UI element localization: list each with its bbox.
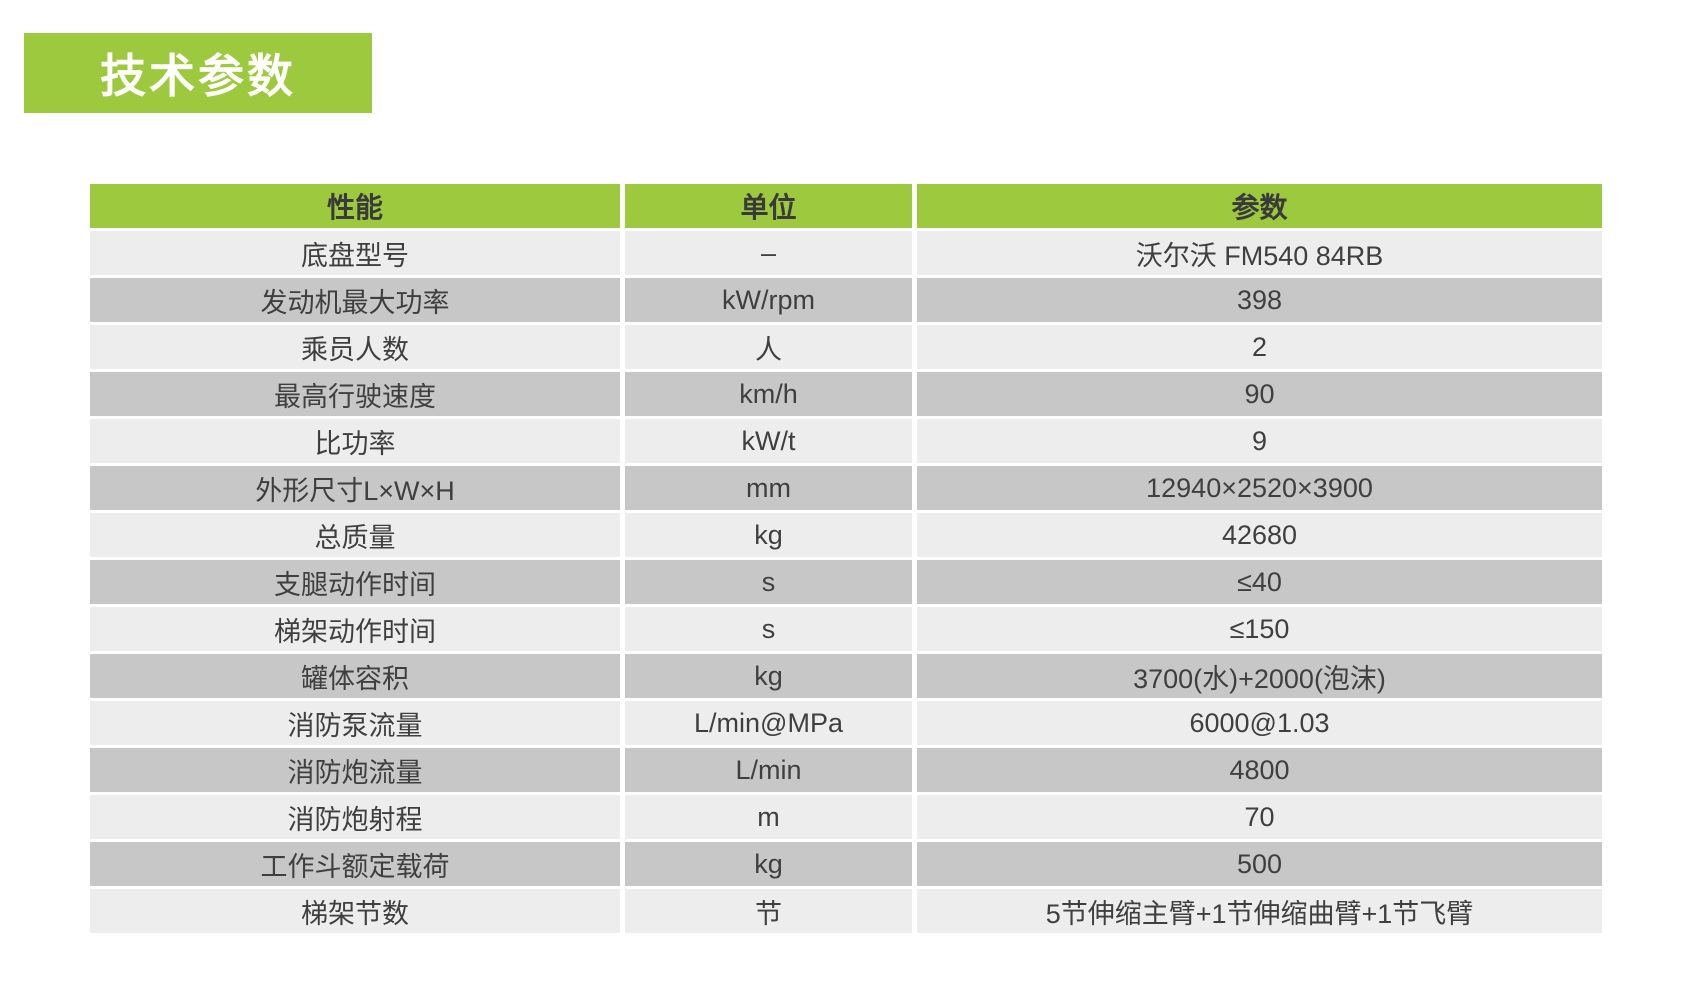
spec-name: 梯架节数	[90, 889, 620, 933]
spec-name: 底盘型号	[90, 231, 620, 275]
table-row: 最高行驶速度 km/h 90	[90, 372, 1602, 416]
spec-name: 消防泵流量	[90, 701, 620, 745]
spec-unit: kW/rpm	[625, 278, 912, 322]
spec-name: 消防炮射程	[90, 795, 620, 839]
table-row: 乘员人数 人 2	[90, 325, 1602, 369]
spec-name: 罐体容积	[90, 654, 620, 698]
spec-value: 42680	[917, 513, 1602, 557]
col-header-parameter: 参数	[917, 184, 1602, 228]
spec-value: 90	[917, 372, 1602, 416]
spec-name: 最高行驶速度	[90, 372, 620, 416]
section-title-badge: 技术参数	[24, 33, 372, 113]
table-row: 底盘型号 – 沃尔沃 FM540 84RB	[90, 231, 1602, 275]
table-row: 工作斗额定载荷 kg 500	[90, 842, 1602, 886]
spec-table: 性能 单位 参数 底盘型号 – 沃尔沃 FM540 84RB 发动机最大功率 k…	[85, 181, 1607, 936]
table-row: 消防泵流量 L/min@MPa 6000@1.03	[90, 701, 1602, 745]
spec-name: 总质量	[90, 513, 620, 557]
spec-unit: s	[625, 607, 912, 651]
table-row: 梯架节数 节 5节伸缩主臂+1节伸缩曲臂+1节飞臂	[90, 889, 1602, 933]
table-row: 消防炮射程 m 70	[90, 795, 1602, 839]
spec-unit: kW/t	[625, 419, 912, 463]
spec-value: 12940×2520×3900	[917, 466, 1602, 510]
table-row: 罐体容积 kg 3700(水)+2000(泡沫)	[90, 654, 1602, 698]
table-row: 发动机最大功率 kW/rpm 398	[90, 278, 1602, 322]
spec-unit: kg	[625, 654, 912, 698]
spec-value: 500	[917, 842, 1602, 886]
spec-unit: mm	[625, 466, 912, 510]
table-row: 消防炮流量 L/min 4800	[90, 748, 1602, 792]
spec-value: 4800	[917, 748, 1602, 792]
spec-value: ≤40	[917, 560, 1602, 604]
spec-table-container: 性能 单位 参数 底盘型号 – 沃尔沃 FM540 84RB 发动机最大功率 k…	[85, 181, 1607, 936]
table-row: 外形尺寸L×W×H mm 12940×2520×3900	[90, 466, 1602, 510]
spec-unit: L/min	[625, 748, 912, 792]
spec-value: 3700(水)+2000(泡沫)	[917, 654, 1602, 698]
spec-name: 乘员人数	[90, 325, 620, 369]
spec-unit: –	[625, 231, 912, 275]
header-row: 性能 单位 参数	[90, 184, 1602, 228]
spec-unit: kg	[625, 842, 912, 886]
col-header-unit: 单位	[625, 184, 912, 228]
col-header-performance: 性能	[90, 184, 620, 228]
spec-name: 消防炮流量	[90, 748, 620, 792]
spec-unit: m	[625, 795, 912, 839]
spec-value: 9	[917, 419, 1602, 463]
table-row: 梯架动作时间 s ≤150	[90, 607, 1602, 651]
section-title: 技术参数	[100, 50, 296, 102]
spec-unit: 人	[625, 325, 912, 369]
spec-value: 沃尔沃 FM540 84RB	[917, 231, 1602, 275]
spec-unit: 节	[625, 889, 912, 933]
spec-unit: s	[625, 560, 912, 604]
table-row: 总质量 kg 42680	[90, 513, 1602, 557]
spec-unit: kg	[625, 513, 912, 557]
spec-name: 发动机最大功率	[90, 278, 620, 322]
table-row: 支腿动作时间 s ≤40	[90, 560, 1602, 604]
spec-value: 5节伸缩主臂+1节伸缩曲臂+1节飞臂	[917, 889, 1602, 933]
spec-name: 梯架动作时间	[90, 607, 620, 651]
table-row: 比功率 kW/t 9	[90, 419, 1602, 463]
spec-name: 比功率	[90, 419, 620, 463]
spec-value: 6000@1.03	[917, 701, 1602, 745]
spec-name: 工作斗额定载荷	[90, 842, 620, 886]
spec-value: 398	[917, 278, 1602, 322]
spec-unit: L/min@MPa	[625, 701, 912, 745]
spec-value: 70	[917, 795, 1602, 839]
spec-name: 支腿动作时间	[90, 560, 620, 604]
spec-value: ≤150	[917, 607, 1602, 651]
spec-unit: km/h	[625, 372, 912, 416]
spec-name: 外形尺寸L×W×H	[90, 466, 620, 510]
spec-value: 2	[917, 325, 1602, 369]
